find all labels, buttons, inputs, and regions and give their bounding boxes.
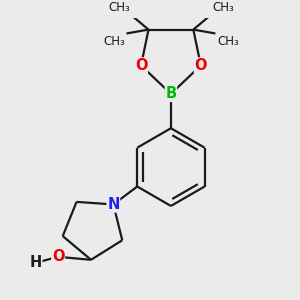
Text: O: O — [52, 249, 64, 264]
Text: O: O — [195, 58, 207, 73]
Text: H: H — [30, 255, 42, 270]
Text: O: O — [135, 58, 147, 73]
Text: CH₃: CH₃ — [108, 1, 130, 14]
Text: B: B — [165, 86, 176, 101]
Text: N: N — [107, 197, 119, 212]
Text: CH₃: CH₃ — [217, 35, 239, 48]
Text: CH₃: CH₃ — [212, 1, 234, 14]
Text: CH₃: CH₃ — [103, 35, 125, 48]
